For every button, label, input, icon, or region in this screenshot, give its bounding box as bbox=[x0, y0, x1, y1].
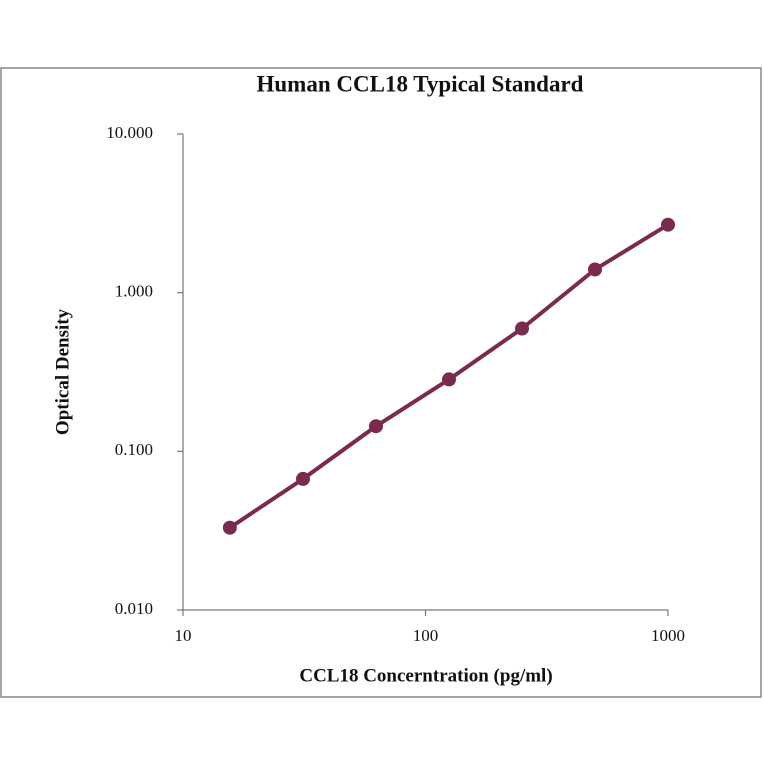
data-point bbox=[588, 262, 603, 277]
data-point bbox=[296, 471, 311, 486]
y-tick-label: 1.000 bbox=[115, 282, 153, 301]
chart-title: Human CCL18 Typical Standard bbox=[257, 71, 584, 96]
data-point bbox=[442, 372, 457, 387]
x-tick-label: 10 bbox=[175, 626, 192, 645]
chart-frame bbox=[0, 67, 762, 698]
data-point bbox=[515, 321, 530, 336]
y-tick-label: 0.100 bbox=[115, 440, 153, 459]
y-tick-label: 10.000 bbox=[106, 123, 153, 142]
x-axis-label: CCL18 Concerntration (pg/ml) bbox=[299, 665, 552, 686]
data-point bbox=[369, 419, 384, 434]
y-tick-label: 0.010 bbox=[115, 599, 153, 618]
y-axis-label: Optical Density bbox=[52, 308, 73, 435]
data-point bbox=[222, 520, 237, 535]
x-tick-label: 1000 bbox=[651, 626, 685, 645]
x-tick-label: 100 bbox=[413, 626, 439, 645]
data-point bbox=[661, 217, 675, 232]
